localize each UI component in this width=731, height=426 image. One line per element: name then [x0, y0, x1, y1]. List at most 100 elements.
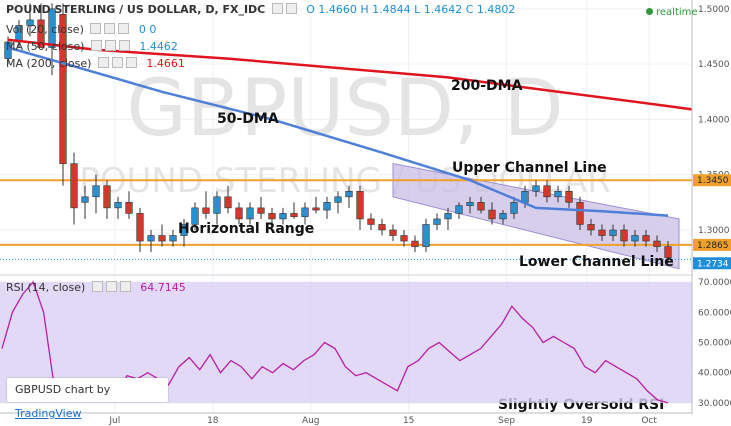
candle [246, 202, 254, 225]
candle-body [631, 235, 639, 242]
candle-body [609, 229, 617, 236]
candle-body [334, 196, 342, 203]
candle-body [422, 224, 430, 247]
candle-body [587, 224, 595, 231]
settings-icon[interactable] [285, 3, 297, 14]
rsi-axis: 70.0000 60.0000 50.0000 40.0000 30.0000 [698, 278, 731, 409]
candle-body [103, 185, 111, 209]
candle-body [620, 229, 628, 242]
candle [653, 235, 661, 253]
tradingview-credit: GBPUSD chart by TradingView [7, 378, 168, 420]
time-tick-label: 19 [581, 416, 593, 426]
candle-body [158, 235, 166, 242]
candle-body [312, 207, 320, 211]
candle [169, 229, 177, 247]
resistance-price-label: 1.3450 [697, 176, 729, 186]
settings-icon[interactable] [104, 23, 116, 34]
candle [411, 235, 419, 253]
credit-prefix: GBPUSD chart by [15, 383, 111, 396]
candle [257, 196, 265, 219]
ma50-label: MA (50, close) [6, 40, 85, 53]
eye-icon[interactable] [271, 3, 283, 14]
eye-icon[interactable] [90, 40, 102, 51]
time-tick-label: Sep [498, 416, 515, 426]
candle-body [224, 196, 232, 209]
candle-body [367, 218, 375, 225]
candle [444, 207, 452, 230]
candle-body [147, 235, 155, 242]
candle-body [290, 213, 298, 218]
time-tick-label: 18 [207, 416, 219, 426]
candle-body [345, 190, 353, 198]
rsi-value: 64.7145 [140, 281, 186, 294]
price-axis-bg [692, 0, 731, 414]
candle [620, 224, 628, 247]
candle [70, 152, 78, 225]
vol-legend: Vol (20, close) 0 0 [6, 23, 156, 36]
eye-icon[interactable] [90, 23, 102, 34]
candle-body [378, 224, 386, 231]
annotations: 200-DMA 50-DMA Upper Channel Line Horizo… [178, 78, 674, 413]
price-tick-label: 1.5000 [698, 5, 730, 15]
candle-body [598, 229, 606, 236]
realtime-badge: realtime [646, 7, 698, 18]
candle [664, 241, 672, 264]
candle [422, 218, 430, 253]
close-icon[interactable] [125, 57, 137, 68]
candle [48, 3, 56, 76]
candle [136, 207, 144, 253]
close-icon[interactable] [118, 23, 130, 34]
ma50-line [7, 46, 669, 217]
candle-body [653, 240, 661, 247]
candle [576, 196, 584, 230]
candle [125, 191, 133, 219]
candle-body [59, 14, 67, 164]
close-icon[interactable] [119, 281, 131, 292]
candle [433, 213, 441, 230]
time-tick-label: Oct [641, 416, 657, 426]
support-price-label-bg [693, 238, 731, 251]
time-tick-label: Aug [302, 416, 320, 426]
candle [4, 36, 12, 65]
candle-body [356, 190, 364, 220]
settings-icon[interactable] [111, 57, 123, 68]
last-price-label-bg [693, 257, 731, 270]
price-labels: 1.3450 1.2865 1.2734 [693, 174, 731, 270]
candle-body [664, 246, 672, 258]
settings-icon[interactable] [104, 40, 116, 51]
candle-body [389, 229, 397, 236]
candle-body [81, 196, 89, 203]
eye-icon[interactable] [91, 281, 103, 292]
candle [147, 229, 155, 253]
candle [499, 210, 507, 225]
annotation-50dma: 50-DMA [217, 111, 279, 127]
candle [510, 196, 518, 219]
candle [345, 185, 353, 208]
candle-body [180, 224, 188, 236]
candle [389, 224, 397, 242]
candle [103, 180, 111, 219]
candle-body [323, 202, 331, 211]
price-tick-label: 1.4500 [698, 60, 730, 70]
candle [631, 229, 639, 247]
eye-icon[interactable] [97, 57, 109, 68]
candle-body [246, 207, 254, 220]
resistance-price-label-bg [693, 174, 731, 187]
candle-body [136, 213, 144, 242]
rsi-tick-label: 40.0000 [698, 369, 731, 379]
candle-body [26, 19, 34, 26]
candle-body [433, 218, 441, 225]
annotation-lower-channel: Lower Channel Line [519, 254, 674, 270]
tradingview-link[interactable]: TradingView [15, 407, 82, 420]
candle [224, 185, 232, 214]
price-tick-label: 1.3000 [698, 226, 730, 236]
candle [323, 196, 331, 219]
candle [367, 213, 375, 230]
candle [466, 196, 474, 214]
candle-body [411, 240, 419, 247]
ma50-legend: MA (50, close) 1.4462 [6, 40, 178, 53]
settings-icon[interactable] [105, 281, 117, 292]
close-icon[interactable] [118, 40, 130, 51]
candle-body [554, 190, 562, 198]
